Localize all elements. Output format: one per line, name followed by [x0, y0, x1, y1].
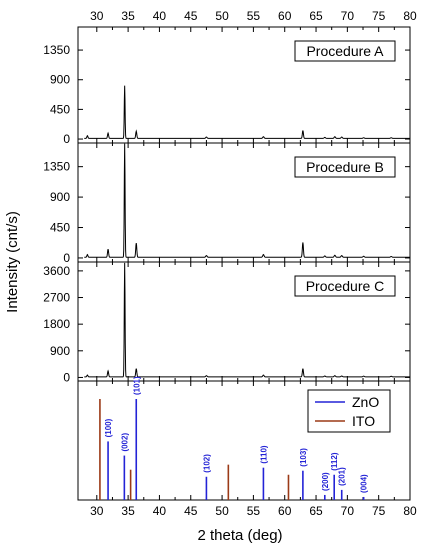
panel-label: Procedure A: [306, 43, 384, 59]
zno-peak-label: (002): [120, 433, 129, 452]
zno-peak-label: (101): [132, 376, 141, 395]
panel-label-box: [294, 40, 396, 62]
panel-label: Procedure C: [306, 278, 385, 294]
diffraction-trace: [84, 143, 410, 258]
y-tick-label: 900: [50, 73, 70, 87]
reference-frame: [77, 380, 411, 501]
x-tick-label-top: 75: [372, 9, 386, 23]
zno-peak-label: (102): [202, 454, 211, 473]
x-tick-label-top: 30: [90, 9, 104, 23]
x-tick-label-top: 35: [121, 9, 135, 23]
y-tick-label: 0: [63, 132, 70, 146]
x-tick-label-bottom: 80: [403, 504, 417, 518]
y-tick-label: 900: [50, 344, 70, 358]
pattern-panels: 0 450 900 1350 Procedure A 0 450 900 1350 Procedu…: [43, 26, 411, 384]
y-tick-label: 450: [50, 221, 70, 235]
legend: ZnO ITO: [307, 389, 391, 433]
y-tick-label: 0: [63, 370, 70, 384]
diffraction-trace: [84, 85, 410, 139]
x-tick-label-bottom: 40: [153, 504, 167, 518]
y-axis-title: Intensity (cnt/s): [4, 211, 21, 313]
x-tick-label-bottom: 50: [215, 504, 229, 518]
x-tick-label-bottom: 45: [184, 504, 198, 518]
bottom-axis-tick-labels: 30 35 40 45 50 55 60 65 70 75 80: [90, 504, 417, 518]
y-tick-label: 900: [50, 190, 70, 204]
x-tick-label-bottom: 60: [278, 504, 292, 518]
x-tick-label-top: 60: [278, 9, 292, 23]
y-tick-label: 450: [50, 102, 70, 116]
x-tick-label-top: 50: [215, 9, 229, 23]
pattern-panel: 0 900 1800 2700 3600 Procedure C: [43, 261, 411, 384]
x-tick-label-bottom: 55: [247, 504, 261, 518]
x-axis-title: 2 theta (deg): [197, 527, 282, 544]
zno-peak-label: (103): [299, 448, 308, 467]
y-tick-label: 2700: [43, 291, 70, 305]
zno-peak-label: (100): [104, 418, 113, 437]
panel-label-box: [294, 156, 396, 178]
legend-label-ito: ITO: [352, 413, 375, 429]
x-tick-label-top: 65: [309, 9, 323, 23]
x-tick-label-bottom: 65: [309, 504, 323, 518]
pattern-panel: 0 450 900 1350 Procedure B: [43, 142, 411, 265]
x-tick-label-top: 80: [403, 9, 417, 23]
x-tick-label-top: 40: [153, 9, 167, 23]
y-tick-label: 1800: [43, 317, 70, 331]
top-axis-tick-labels: 30 35 40 45 50 55 60 65 70 75 80: [90, 9, 417, 23]
pattern-panel: 0 450 900 1350 Procedure A: [43, 26, 411, 146]
diffraction-trace: [84, 262, 410, 378]
zno-peak-label: (110): [259, 445, 268, 464]
y-tick-label: 3600: [43, 264, 70, 278]
zno-peak-label: (201): [338, 467, 347, 486]
y-tick-label: 0: [63, 251, 70, 265]
zno-peak-label: (200): [321, 472, 330, 491]
x-tick-label-bottom: 30: [90, 504, 104, 518]
panel-label-box: [294, 275, 396, 297]
panel-label: Procedure B: [306, 159, 384, 175]
x-tick-label-bottom: 70: [341, 504, 355, 518]
reference-panel: (100) (002) (101) (102) (110) (103) (200)(112)…: [77, 376, 411, 501]
x-tick-label-bottom: 35: [121, 504, 135, 518]
x-tick-label-bottom: 75: [372, 504, 386, 518]
zno-peak-label: (112): [330, 452, 339, 471]
x-tick-label-top: 70: [341, 9, 355, 23]
zno-peak-label: (004): [360, 474, 369, 493]
legend-label-zno: ZnO: [352, 394, 379, 410]
legend-box: [307, 389, 391, 433]
y-tick-label: 1350: [43, 43, 70, 57]
x-tick-label-top: 45: [184, 9, 198, 23]
y-tick-label: 1350: [43, 160, 70, 174]
x-tick-label-top: 55: [247, 9, 261, 23]
